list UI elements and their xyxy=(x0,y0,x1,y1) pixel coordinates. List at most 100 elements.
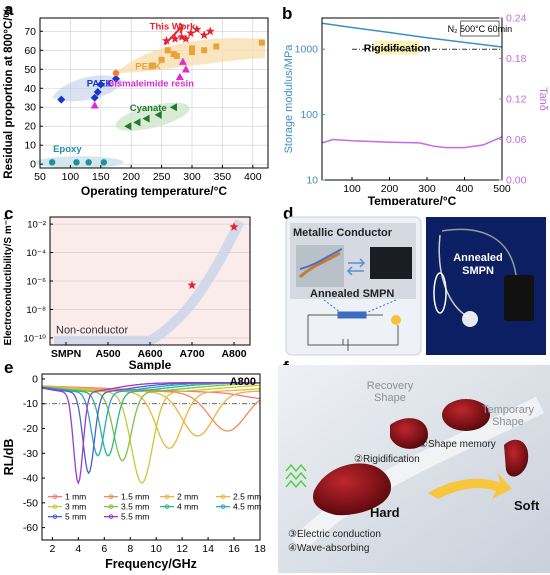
series-line xyxy=(41,384,261,484)
data-point xyxy=(205,26,215,36)
legend-label: 5.5 mm xyxy=(121,512,149,522)
data-point xyxy=(175,72,184,81)
legend-marker xyxy=(164,504,170,509)
x-tick-label: 200 xyxy=(381,183,399,195)
series-label: Epoxy xyxy=(53,144,82,155)
x-tick-label: A500 xyxy=(95,348,120,360)
y-tick-label: 10⁻⁸ xyxy=(26,305,46,316)
data-point xyxy=(164,47,171,54)
step-electric-conduction: ③Electric conduction xyxy=(288,529,381,540)
x-axis-label: Sample xyxy=(129,358,172,370)
legend-marker xyxy=(108,494,114,499)
chart-a-residual-proportion: 50 100 150 200 250 300 350 400 0 10 20 30 40 50 60 70 Op… xyxy=(3,7,269,198)
x-tick-label: 200 xyxy=(122,171,140,183)
photo-label-line2: SMPN xyxy=(462,265,494,277)
y-tick-label: 10⁻⁶ xyxy=(27,277,47,288)
data-point xyxy=(93,88,102,97)
panel-f-illustration: Recovery Shape Temporary Shape ①Shape me… xyxy=(278,365,550,573)
plot-frame xyxy=(41,373,261,541)
data-point xyxy=(187,280,197,290)
copper-wire xyxy=(298,251,341,279)
x-tick-label: 350 xyxy=(214,171,232,183)
series-line xyxy=(41,382,260,485)
y-tick-label: 20 xyxy=(24,121,36,133)
data-point xyxy=(170,51,177,58)
data-point xyxy=(73,159,80,166)
arrow-icon xyxy=(346,266,364,276)
x-tick-label: 500 xyxy=(493,183,511,195)
data-point xyxy=(158,56,165,63)
series-label: PAEK xyxy=(87,78,113,89)
legend-marker xyxy=(108,514,114,519)
legend-label: 2.5 mm xyxy=(233,492,261,502)
paek-region xyxy=(52,75,123,102)
x-tick-label: 4 xyxy=(75,543,81,555)
hard-label: Hard xyxy=(370,505,400,520)
y-tick-label: 40 xyxy=(24,83,36,95)
recovery-shape-label: Recovery xyxy=(367,380,414,392)
x-tick-label: 16 xyxy=(228,543,240,555)
temporary-shape-label-2: Shape xyxy=(492,416,524,428)
x-axis-label: Temperature/°C xyxy=(368,194,457,205)
y-tick-label: -40 xyxy=(23,473,38,485)
y-right-tick-label: 0.00 xyxy=(506,175,527,187)
soft-shape-object xyxy=(504,439,529,477)
y-tick-label: 100 xyxy=(300,109,318,121)
legend-label: 2 mm xyxy=(177,492,198,502)
non-conductor-label: Non-conductor xyxy=(56,325,128,337)
arrow-icon xyxy=(428,473,512,499)
y-tick-label: -10 xyxy=(23,398,38,410)
condition-box xyxy=(460,20,500,37)
legend-marker xyxy=(220,494,226,499)
x-tick-label: 300 xyxy=(418,183,436,195)
legend-label: 4.5 mm xyxy=(233,502,261,512)
y-right-tick-label: 0.24 xyxy=(506,13,527,25)
soft-label: Soft xyxy=(514,498,540,513)
annealed-smpn-label: Annealed SMPN xyxy=(310,288,394,300)
data-point xyxy=(192,24,202,34)
step-shape-memory: ①Shape memory xyxy=(419,439,496,450)
x-tick-label: 100 xyxy=(62,171,80,183)
curved-path xyxy=(291,396,544,552)
blue-wire xyxy=(299,248,343,270)
x-tick-label: A600 xyxy=(137,348,162,360)
panel-label-c: c xyxy=(4,204,14,223)
y-tick-label: 10⁻¹⁰ xyxy=(23,333,46,344)
y-tick-label: 50 xyxy=(24,64,36,76)
data-point xyxy=(177,32,187,41)
legend-label: 3 mm xyxy=(65,502,86,512)
rigidification-highlight xyxy=(374,40,420,55)
data-point xyxy=(142,114,150,123)
x-tick-label: 18 xyxy=(254,543,266,555)
x-tick-label: 50 xyxy=(34,171,46,183)
data-point xyxy=(229,222,239,231)
y-tick-label: -20 xyxy=(23,423,38,435)
data-point xyxy=(189,45,195,52)
data-point xyxy=(90,93,99,102)
y-tick-label: -60 xyxy=(23,522,38,534)
data-point xyxy=(181,65,190,73)
plot-frame xyxy=(39,17,269,169)
data-point xyxy=(57,95,66,104)
y-axis-label: RL/dB xyxy=(2,439,16,476)
y-tick-label: 1000 xyxy=(295,44,319,56)
y-right-axis-label: Tanδ xyxy=(537,87,549,111)
y-tick-label: -50 xyxy=(23,497,38,509)
rigidification-label: Rigidification xyxy=(364,43,431,55)
x-tick-label: 250 xyxy=(153,171,171,183)
data-point xyxy=(133,118,141,127)
data-point xyxy=(189,49,195,56)
y-tick-label: 60 xyxy=(24,45,36,57)
photo-label-line1: Annealed xyxy=(453,252,503,264)
data-point xyxy=(161,36,171,45)
x-tick-label: 6 xyxy=(101,543,107,555)
y-tick-label: 10⁻⁴ xyxy=(26,248,46,259)
y-tick-label: 30 xyxy=(24,102,36,114)
data-point xyxy=(149,62,156,69)
wave-icon xyxy=(285,463,307,489)
data-point xyxy=(169,103,177,112)
series-line xyxy=(41,382,260,462)
recovery-shape-object xyxy=(390,418,428,449)
legend-marker xyxy=(52,504,58,509)
data-point xyxy=(96,80,105,89)
